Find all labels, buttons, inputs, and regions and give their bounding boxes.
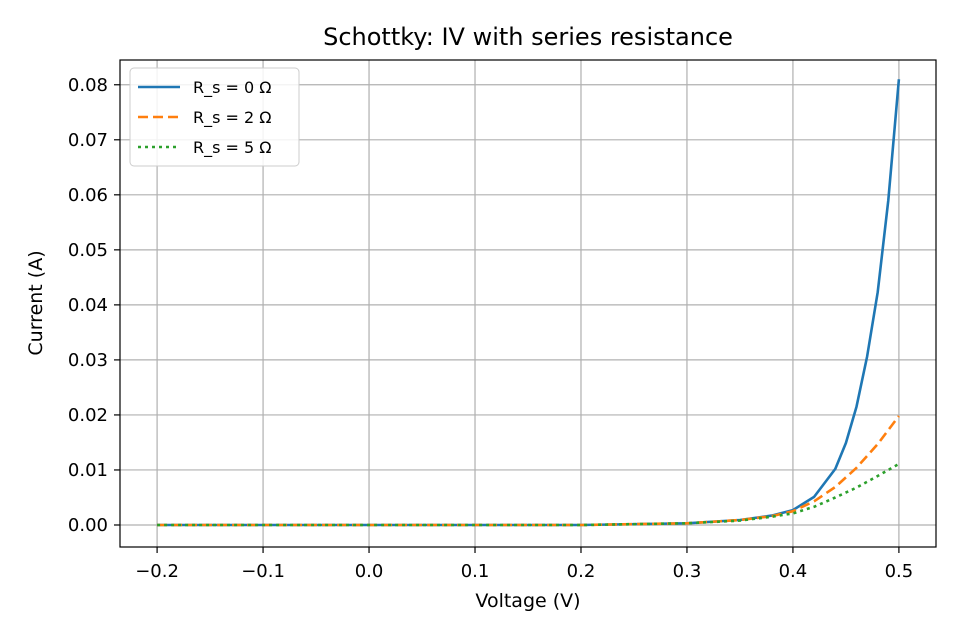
- y-tick-label: 0.04: [68, 295, 108, 316]
- y-tick-label: 0.03: [68, 350, 108, 371]
- x-axis: −0.2 −0.1 0.0 0.1 0.2 0.3 0.4 0.5: [135, 547, 913, 582]
- x-tick-label: −0.1: [241, 561, 285, 582]
- y-tick-label: 0.00: [68, 515, 108, 536]
- legend-label: R_s = 0 Ω: [193, 78, 272, 98]
- x-tick-label: 0.5: [885, 561, 914, 582]
- y-axis-label: Current (A): [25, 250, 47, 355]
- legend-box: [129, 67, 300, 167]
- x-tick-label: −0.2: [135, 561, 179, 582]
- y-tick-label: 0.07: [68, 130, 108, 151]
- y-tick-label: 0.01: [68, 460, 108, 481]
- y-tick-label: 0.02: [68, 405, 108, 426]
- chart-title: Schottky: IV with series resistance: [323, 23, 733, 51]
- series-line-2: [157, 415, 900, 527]
- x-tick-label: 0.0: [355, 561, 384, 582]
- y-tick-label: 0.06: [68, 185, 108, 206]
- legend-label: R_s = 2 Ω: [193, 108, 272, 128]
- x-tick-label: 0.3: [673, 561, 702, 582]
- x-tick-label: 0.1: [461, 561, 490, 582]
- plot-frame: [119, 59, 937, 548]
- x-tick-label: 0.2: [567, 561, 596, 582]
- y-tick-label: 0.08: [68, 75, 108, 96]
- y-tick-label: 0.05: [68, 240, 108, 261]
- x-tick-label: 0.4: [779, 561, 808, 582]
- series-line-3: [157, 462, 900, 527]
- x-axis-label: Voltage (V): [475, 590, 580, 612]
- series-layer: [157, 79, 901, 527]
- legend-label: R_s = 5 Ω: [193, 138, 272, 158]
- y-axis: 0.00 0.01 0.02 0.03 0.04 0.05 0.06 0.07 0.08: [68, 75, 120, 536]
- legend: R_s = 0 Ω R_s = 2 Ω R_s = 5 Ω: [129, 67, 300, 167]
